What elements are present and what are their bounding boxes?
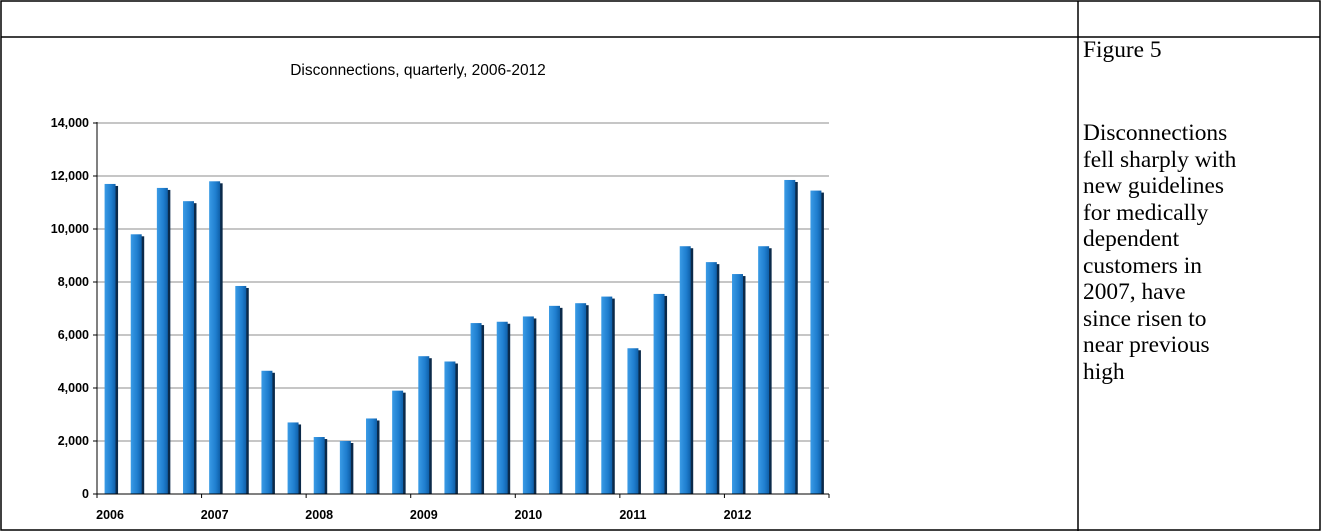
caption-line: for medically: [1083, 199, 1209, 226]
bar-face: [209, 181, 221, 495]
bar: [313, 437, 328, 494]
bar-face: [235, 285, 247, 494]
caption-line: dependent: [1083, 226, 1180, 252]
bar: [679, 246, 694, 494]
bar: [392, 390, 406, 494]
bar: [627, 348, 641, 494]
bar: [758, 246, 772, 494]
bar: [261, 370, 275, 494]
caption-line: new guidelines: [1083, 173, 1224, 199]
x-tick-label: 2006: [96, 508, 124, 522]
caption-text: Disconnections fell sharply with new guide…: [1083, 120, 1313, 385]
bar-face: [705, 262, 717, 494]
bar-face: [653, 293, 665, 494]
caption-line: fell sharply with: [1083, 146, 1237, 173]
x-tick-label: 2011: [619, 508, 646, 522]
bar: [339, 441, 354, 494]
chart: Disconnections, quarterly, 2006-2012 0 2,…: [51, 62, 830, 522]
bar: [470, 323, 485, 494]
y-tick-label: 2,000: [58, 434, 89, 448]
bar-face: [444, 361, 456, 494]
bar: [183, 201, 197, 495]
bar: [810, 190, 824, 494]
y-tick-label: 0: [82, 487, 89, 501]
y-tick-label: 10,000: [51, 222, 89, 236]
axes: [93, 122, 830, 498]
bar: [418, 356, 432, 494]
bar: [732, 274, 746, 494]
y-tick-label: 14,000: [51, 116, 89, 130]
figure-label: Figure 5: [1083, 37, 1162, 63]
bar: [235, 285, 249, 494]
caption-line: customers in: [1083, 252, 1202, 279]
bar-face: [366, 418, 377, 494]
bar: [156, 187, 171, 495]
bar-face: [287, 422, 299, 494]
bar-face: [156, 187, 168, 495]
bar: [549, 305, 563, 494]
caption-line: high: [1083, 358, 1125, 385]
bar-face: [810, 190, 822, 494]
caption-line: Disconnections: [1083, 120, 1228, 146]
y-tick-label: 6,000: [58, 328, 89, 342]
bar: [653, 293, 668, 494]
bar: [104, 183, 119, 494]
caption-line: 2007, have: [1083, 279, 1186, 305]
bar-face: [183, 201, 194, 495]
bar-face: [130, 234, 142, 495]
bar-face: [261, 370, 273, 494]
bar: [496, 321, 511, 494]
bar: [130, 234, 145, 495]
y-tick-label: 8,000: [58, 275, 89, 289]
bar: [522, 316, 537, 494]
chart-title: Disconnections, quarterly, 2006-2012: [290, 62, 546, 79]
bar: [444, 361, 458, 494]
bars: [104, 179, 824, 495]
bar: [601, 296, 615, 494]
bar-face: [522, 316, 534, 494]
bar-face: [784, 179, 796, 494]
x-tick-label: 2010: [514, 508, 542, 522]
bar: [209, 181, 223, 495]
bar-face: [732, 274, 743, 494]
y-tick-label: 12,000: [51, 169, 89, 183]
bar-face: [758, 246, 770, 494]
y-tick-labels: 0 2,000 4,000 6,000 8,000 10,000 12,000 14,000: [51, 116, 89, 501]
bar-face: [313, 437, 325, 494]
bar-face: [104, 183, 116, 494]
bar: [784, 179, 798, 494]
y-tick-label: 4,000: [58, 381, 89, 395]
x-tick-label: 2007: [201, 508, 229, 522]
x-tick-label: 2012: [724, 508, 752, 522]
x-tick-labels: 2006 2007 2008 2009 2010 2011 2012: [96, 508, 751, 522]
bar-face: [496, 321, 508, 494]
bar: [705, 262, 720, 494]
caption-line: since risen to: [1083, 305, 1207, 332]
bar-face: [418, 356, 430, 494]
x-tick-label: 2009: [410, 508, 438, 522]
bar-face: [549, 305, 560, 494]
bar-face: [470, 323, 482, 494]
bar-face: [627, 348, 639, 494]
bar-face: [679, 246, 691, 494]
bar-face: [392, 390, 404, 494]
bar-face: [339, 441, 351, 494]
bar-face: [575, 303, 587, 494]
caption-line: near previous: [1083, 332, 1210, 358]
bar: [287, 422, 302, 494]
bar: [575, 303, 589, 494]
bar: [366, 418, 380, 494]
bar-face: [601, 296, 613, 494]
x-tick-label: 2008: [305, 508, 333, 522]
